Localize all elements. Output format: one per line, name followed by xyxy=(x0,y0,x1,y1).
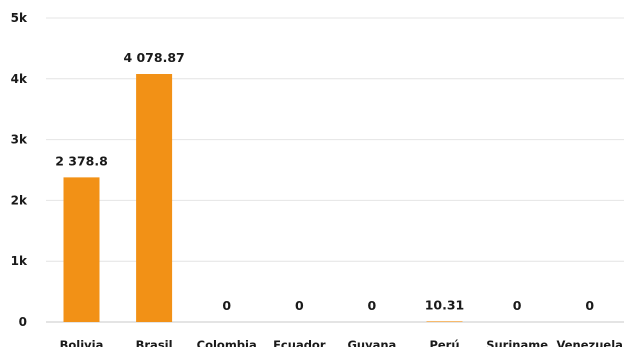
y-tick-label: 3k xyxy=(11,133,28,147)
x-tick-label: Ecuador xyxy=(273,338,326,347)
y-tick-label: 2k xyxy=(11,193,28,207)
data-label: 4 078.87 xyxy=(123,50,184,65)
x-tick-label: Guyana xyxy=(347,338,396,347)
data-label: 10.31 xyxy=(425,297,465,312)
x-tick-label: Perú xyxy=(429,338,459,347)
data-label: 0 xyxy=(585,298,594,313)
bar xyxy=(426,321,463,322)
x-tick-label: Bolivia xyxy=(60,338,104,347)
x-tick-label: Colombia xyxy=(197,338,257,347)
x-tick-label: Brasil xyxy=(136,338,173,347)
y-tick-label: 4k xyxy=(11,72,28,86)
data-label: 2 378.8 xyxy=(55,153,108,168)
data-label: 0 xyxy=(513,298,522,313)
y-tick-label: 5k xyxy=(11,11,28,25)
x-tick-label: Venezuela xyxy=(556,338,622,347)
y-tick-label: 0 xyxy=(19,315,27,329)
data-label: 0 xyxy=(368,298,377,313)
data-label: 0 xyxy=(222,298,231,313)
y-tick-label: 1k xyxy=(11,254,28,268)
bar xyxy=(136,74,173,323)
x-tick-label: Suriname xyxy=(486,338,548,347)
data-label: 0 xyxy=(295,298,304,313)
bar xyxy=(63,177,100,322)
